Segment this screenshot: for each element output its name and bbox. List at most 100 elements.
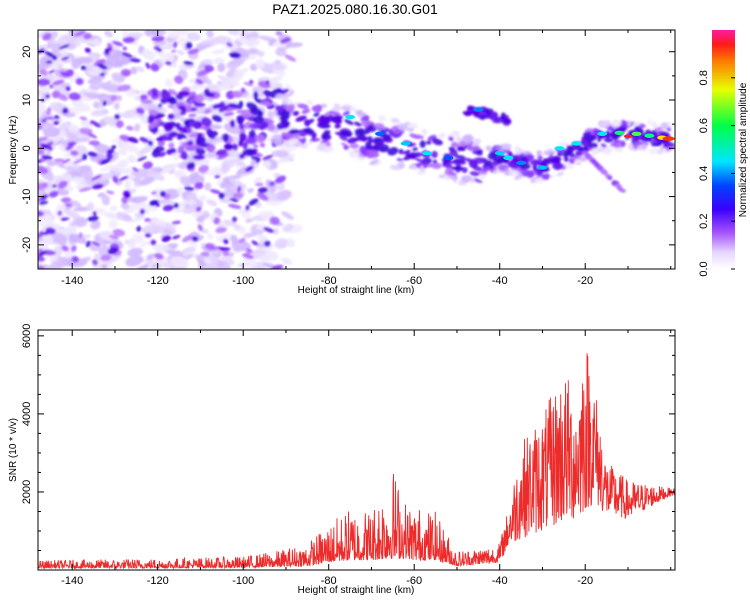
spectrogram-cell xyxy=(108,219,118,229)
spectrogram-cell xyxy=(181,150,188,160)
spectrogram-cell xyxy=(274,238,288,249)
spectrogram-cell xyxy=(535,178,545,184)
spectrogram-cell xyxy=(139,240,152,248)
spectrogram-cell xyxy=(270,78,278,87)
spectrogram-cell xyxy=(333,103,339,107)
spectrogram-cell xyxy=(89,80,104,91)
spectrogram-cell xyxy=(85,240,91,248)
spectrogram-cell xyxy=(194,94,205,103)
spectrogram-cell xyxy=(92,211,97,216)
spectrogram-cell xyxy=(229,52,241,59)
spectrogram-cell xyxy=(619,119,627,128)
spectrogram-cell xyxy=(233,69,243,81)
spectrogram-cell xyxy=(38,200,49,205)
spectrogram-cell xyxy=(144,233,152,238)
spectrogram-cell xyxy=(139,94,148,101)
spectrogram-highlight xyxy=(631,131,642,137)
spectrogram-cell xyxy=(218,192,225,200)
spectrogram-cell xyxy=(139,144,156,155)
spectrogram-cell xyxy=(147,121,159,129)
spectrogram-cell xyxy=(320,123,331,129)
spectrogram-cell xyxy=(147,114,155,124)
spectrogram-cell xyxy=(164,78,174,88)
spectrogram-cell xyxy=(402,150,411,155)
spectrogram-cell xyxy=(275,30,283,36)
spectrogram-cell xyxy=(494,146,502,150)
spectrogram-cell xyxy=(39,234,54,241)
spectrogram-cell xyxy=(249,79,254,84)
spectrogram-cell xyxy=(368,139,374,144)
spectrogram-cell xyxy=(74,56,94,64)
spectrogram-cell xyxy=(38,78,51,86)
spectrogram-cell xyxy=(103,83,121,93)
spectrogram-cell xyxy=(472,178,483,183)
spectrogram-cell xyxy=(168,131,178,138)
spectrogram-highlight xyxy=(644,133,655,138)
spectrogram-cell xyxy=(79,177,86,186)
spectrogram-cell xyxy=(55,161,67,169)
spectrogram-cell xyxy=(342,110,351,116)
spectrogram-cell xyxy=(182,142,188,148)
spectrogram-cell xyxy=(197,224,203,232)
spectrogram-cell xyxy=(206,143,216,153)
spectrogram-cell xyxy=(61,158,71,164)
spectrogram-cell xyxy=(253,177,263,183)
spectrogram-cell xyxy=(61,245,69,252)
spectrogram-cell xyxy=(74,130,94,140)
colorbar-tick-label: 0.6 xyxy=(698,118,710,133)
spectrogram-cell xyxy=(264,240,271,247)
spectrogram-cell xyxy=(150,205,158,212)
spectrogram-cell xyxy=(213,217,221,225)
spectrogram-cell xyxy=(150,63,160,72)
spectrogram-cell xyxy=(196,132,203,139)
spectrogram-highlight xyxy=(597,131,608,137)
spectrogram-cell xyxy=(495,156,506,163)
spectrogram-cell xyxy=(79,127,93,135)
chart-title: PAZ1.2025.080.16.30.G01 xyxy=(272,1,438,17)
spectrogram-cell xyxy=(98,245,110,256)
spectrogram-cell xyxy=(329,110,341,116)
spectrogram-cell xyxy=(232,242,243,253)
spectrogram-cell xyxy=(43,209,52,215)
x-tick-label: -40 xyxy=(492,575,508,587)
spectrogram-cell xyxy=(627,120,632,126)
spectrogram-cell xyxy=(472,166,483,171)
spectrogram-cell xyxy=(50,254,58,262)
spectrogram-cell xyxy=(244,37,260,47)
x-tick-label: -60 xyxy=(406,275,422,287)
spectrogram-cell xyxy=(493,169,500,175)
spectrogram-cell xyxy=(353,121,362,127)
snr-panel: -140 -120 -100 -80 -60 -40 -20 2000 4000 6000 Hei… xyxy=(8,324,676,596)
x-tick-label: -80 xyxy=(321,275,337,287)
spectrogram-cell xyxy=(168,142,175,149)
spectrogram-cell xyxy=(206,136,223,144)
spectrogram-cell xyxy=(221,158,236,169)
spectrogram-cell xyxy=(93,59,106,67)
spectrogram-cell xyxy=(65,203,73,207)
spectrogram-cell xyxy=(144,104,162,113)
spectrogram-cell xyxy=(70,218,89,226)
spectrogram-cell xyxy=(491,111,497,118)
spectrogram-cell xyxy=(238,123,245,130)
spectrogram-highlight xyxy=(473,107,484,112)
spectrogram-cell xyxy=(242,141,249,150)
spectrogram-cell xyxy=(199,39,215,45)
spectrogram-cell xyxy=(156,48,163,52)
spectrogram-cell xyxy=(302,141,313,147)
spectrogram-cell xyxy=(245,205,250,211)
spectrogram-cell xyxy=(343,144,349,150)
spectrogram-cell xyxy=(464,111,472,117)
spectrogram-cell xyxy=(217,63,226,73)
spectrogram-cell xyxy=(284,54,297,62)
spectrogram-cell xyxy=(80,120,93,129)
spectrogram-cell xyxy=(369,159,379,166)
spectrogram-cell xyxy=(207,233,214,240)
spectrogram-cell xyxy=(195,136,203,144)
spectrogram-cell xyxy=(226,60,242,69)
spectrogram-cell xyxy=(378,114,386,120)
spectrogram-cell xyxy=(266,123,276,131)
spectrogram-cell xyxy=(113,102,120,110)
x-tick-label: -20 xyxy=(577,275,593,287)
spectrogram-cell xyxy=(288,128,300,135)
spectrogram-cell xyxy=(196,216,205,223)
